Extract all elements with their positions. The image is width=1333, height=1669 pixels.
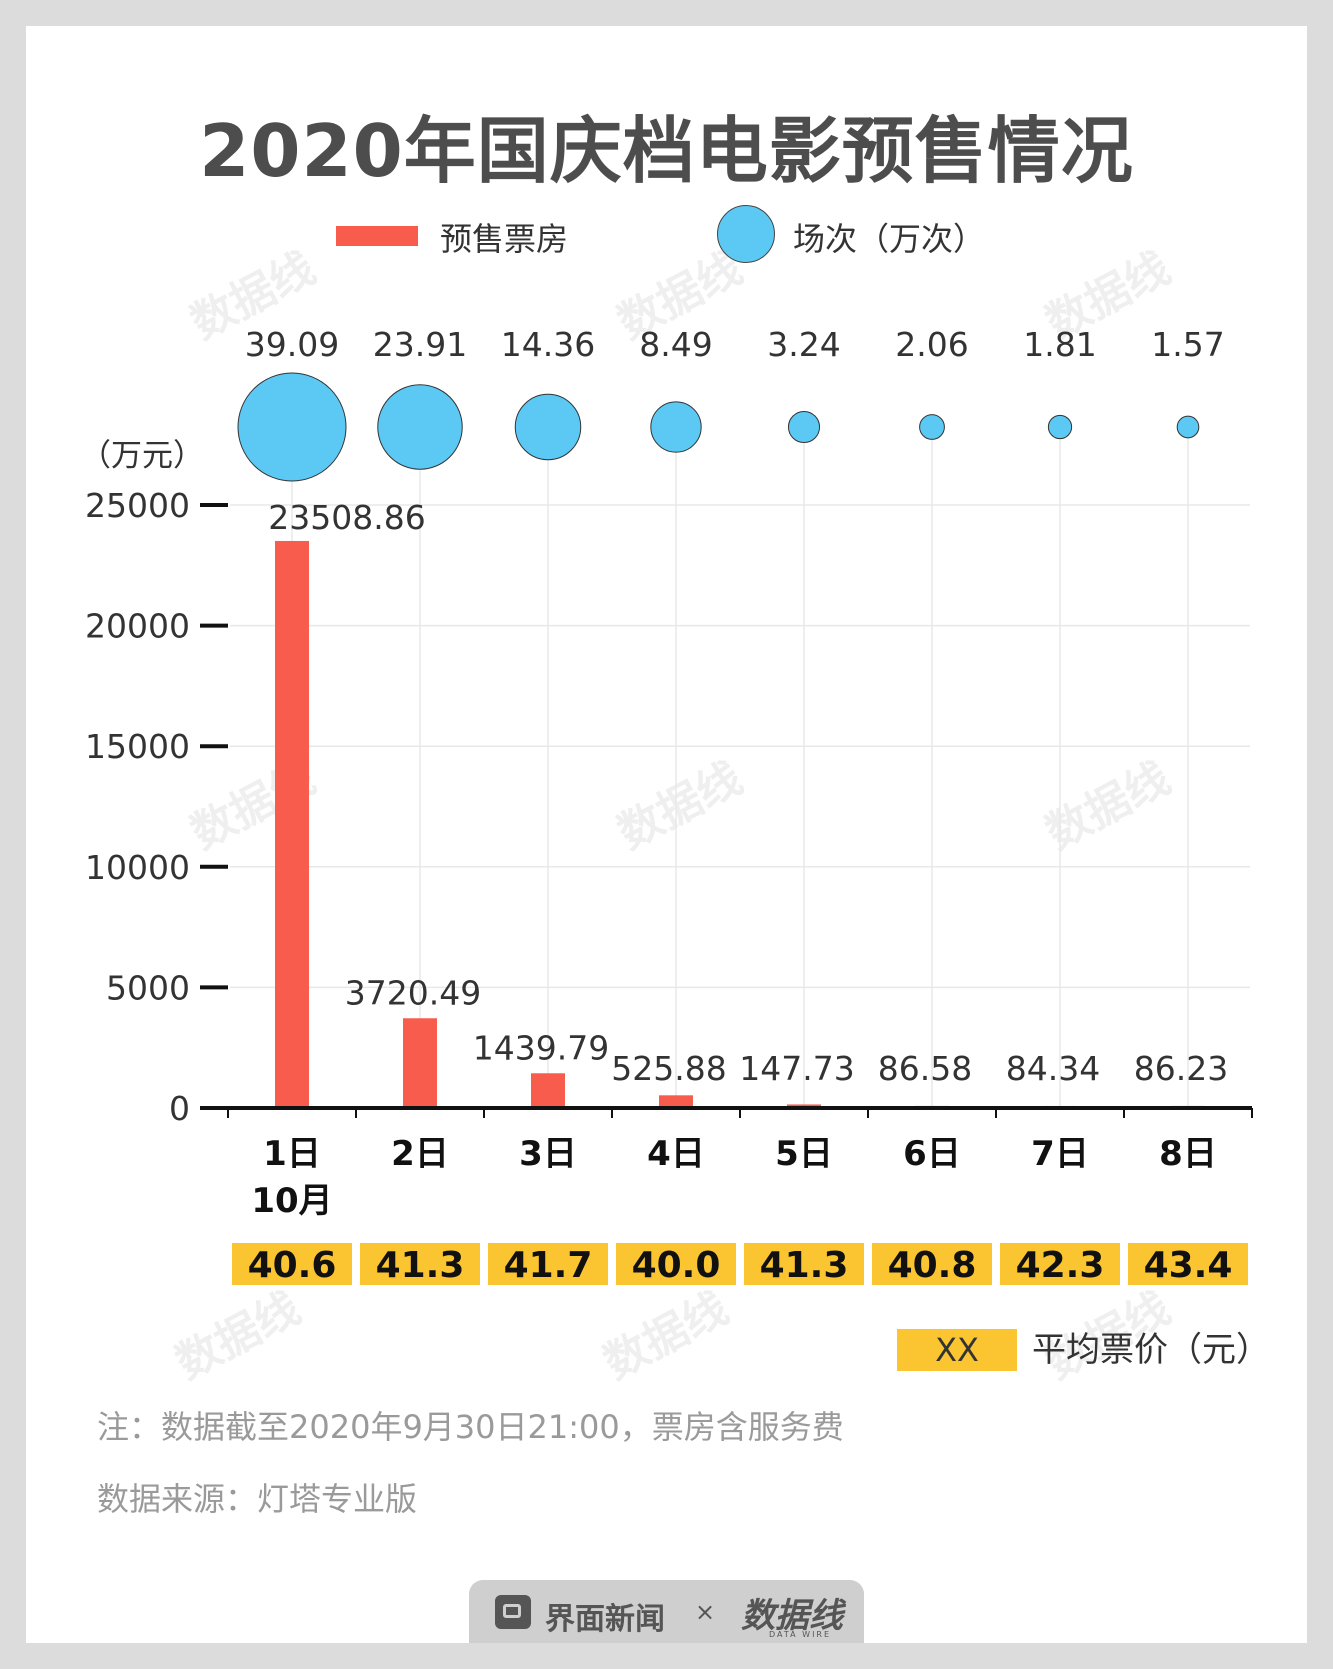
price-legend-swatch <box>897 1329 1017 1371</box>
price-legend-swatch-text: XX <box>935 1331 979 1369</box>
x-tick-label: 8日 <box>1159 1134 1217 1174</box>
price-box <box>744 1243 864 1285</box>
x-tick-label: 5日 <box>775 1134 833 1174</box>
price-value-label: 40.8 <box>888 1245 977 1286</box>
session-value-label: 39.09 <box>245 325 339 364</box>
session-circle <box>237 372 347 482</box>
price-value-label: 41.3 <box>376 1245 465 1286</box>
session-value-label: 8.49 <box>639 325 712 364</box>
legend-circle-label: 场次（万次） <box>793 220 986 258</box>
legend-bar-swatch <box>336 226 418 246</box>
bar-value-label: 23508.86 <box>268 498 425 537</box>
y-tick-label: 20000 <box>85 607 190 646</box>
x-tick-label: 3日 <box>519 1134 577 1174</box>
price-box <box>232 1243 352 1285</box>
price-box <box>1000 1243 1120 1285</box>
chart-card <box>26 26 1307 1643</box>
x-tick-label: 1日 <box>263 1134 321 1174</box>
legend-bar-label: 预售票房 <box>440 220 569 258</box>
session-circle <box>650 401 702 453</box>
x-axis-month-label: 10月 <box>251 1181 332 1221</box>
y-axis-unit-label: （万元） <box>80 438 204 474</box>
x-tick-label: 4日 <box>647 1134 705 1174</box>
price-box <box>1128 1243 1248 1285</box>
bar <box>659 1095 693 1108</box>
bar-value-label: 84.34 <box>1006 1049 1100 1088</box>
price-value-label: 41.7 <box>504 1245 593 1286</box>
price-box <box>360 1243 480 1285</box>
session-value-label: 3.24 <box>767 325 840 364</box>
bar <box>275 540 309 1108</box>
price-box <box>616 1243 736 1285</box>
bar-value-label: 3720.49 <box>345 973 481 1012</box>
bar-value-label: 86.58 <box>878 1049 972 1088</box>
chart-title: 2020年国庆档电影预售情况 <box>199 109 1134 193</box>
price-value-label: 43.4 <box>1144 1245 1233 1286</box>
x-tick-label: 2日 <box>391 1134 449 1174</box>
session-circle <box>1047 414 1073 440</box>
y-tick-label: 25000 <box>85 486 190 525</box>
x-tick-label: 7日 <box>1031 1134 1089 1174</box>
bar-value-label: 147.73 <box>739 1049 854 1088</box>
price-box <box>488 1243 608 1285</box>
bar-value-label: 86.23 <box>1134 1049 1228 1088</box>
price-value-label: 42.3 <box>1016 1245 1105 1286</box>
session-value-label: 14.36 <box>501 325 595 364</box>
session-circle <box>377 384 463 470</box>
footer-brand-name: 界面新闻 <box>545 1602 665 1637</box>
footer-partner-logo: 数据线 <box>741 1596 843 1636</box>
y-tick-label: 10000 <box>85 848 190 887</box>
brand-logo-icon <box>495 1595 531 1629</box>
bar-value-label: 525.88 <box>611 1049 726 1088</box>
session-circle <box>919 414 945 440</box>
y-tick-label: 15000 <box>85 727 190 766</box>
legend-circle-swatch <box>717 205 775 263</box>
price-value-label: 41.3 <box>760 1245 849 1286</box>
data-source: 数据来源：灯塔专业版 <box>97 1480 418 1518</box>
bar <box>531 1073 565 1108</box>
session-value-label: 1.57 <box>1151 325 1224 364</box>
footer-separator: × <box>695 1598 716 1626</box>
session-value-label: 1.81 <box>1023 325 1096 364</box>
y-tick-label: 5000 <box>106 968 190 1007</box>
bar <box>403 1018 437 1108</box>
session-circle <box>787 410 821 444</box>
footnote: 注：数据截至2020年9月30日21:00，票房含服务费 <box>97 1408 844 1446</box>
footer-brand-bar: 界面新闻 × 数据线 DATA WIRE <box>469 1580 864 1643</box>
footer-partner-logo-sub: DATA WIRE <box>769 1630 832 1639</box>
price-legend-label: 平均票价（元） <box>1032 1330 1270 1370</box>
session-value-label: 23.91 <box>373 325 467 364</box>
y-tick-label: 0 <box>169 1089 190 1128</box>
price-value-label: 40.0 <box>632 1245 721 1286</box>
bar-value-label: 1439.79 <box>473 1028 609 1067</box>
price-box <box>872 1243 992 1285</box>
session-value-label: 2.06 <box>895 325 968 364</box>
x-tick-label: 6日 <box>903 1134 961 1174</box>
session-circle <box>514 393 582 461</box>
price-value-label: 40.6 <box>248 1245 337 1286</box>
session-circle <box>1176 415 1200 439</box>
